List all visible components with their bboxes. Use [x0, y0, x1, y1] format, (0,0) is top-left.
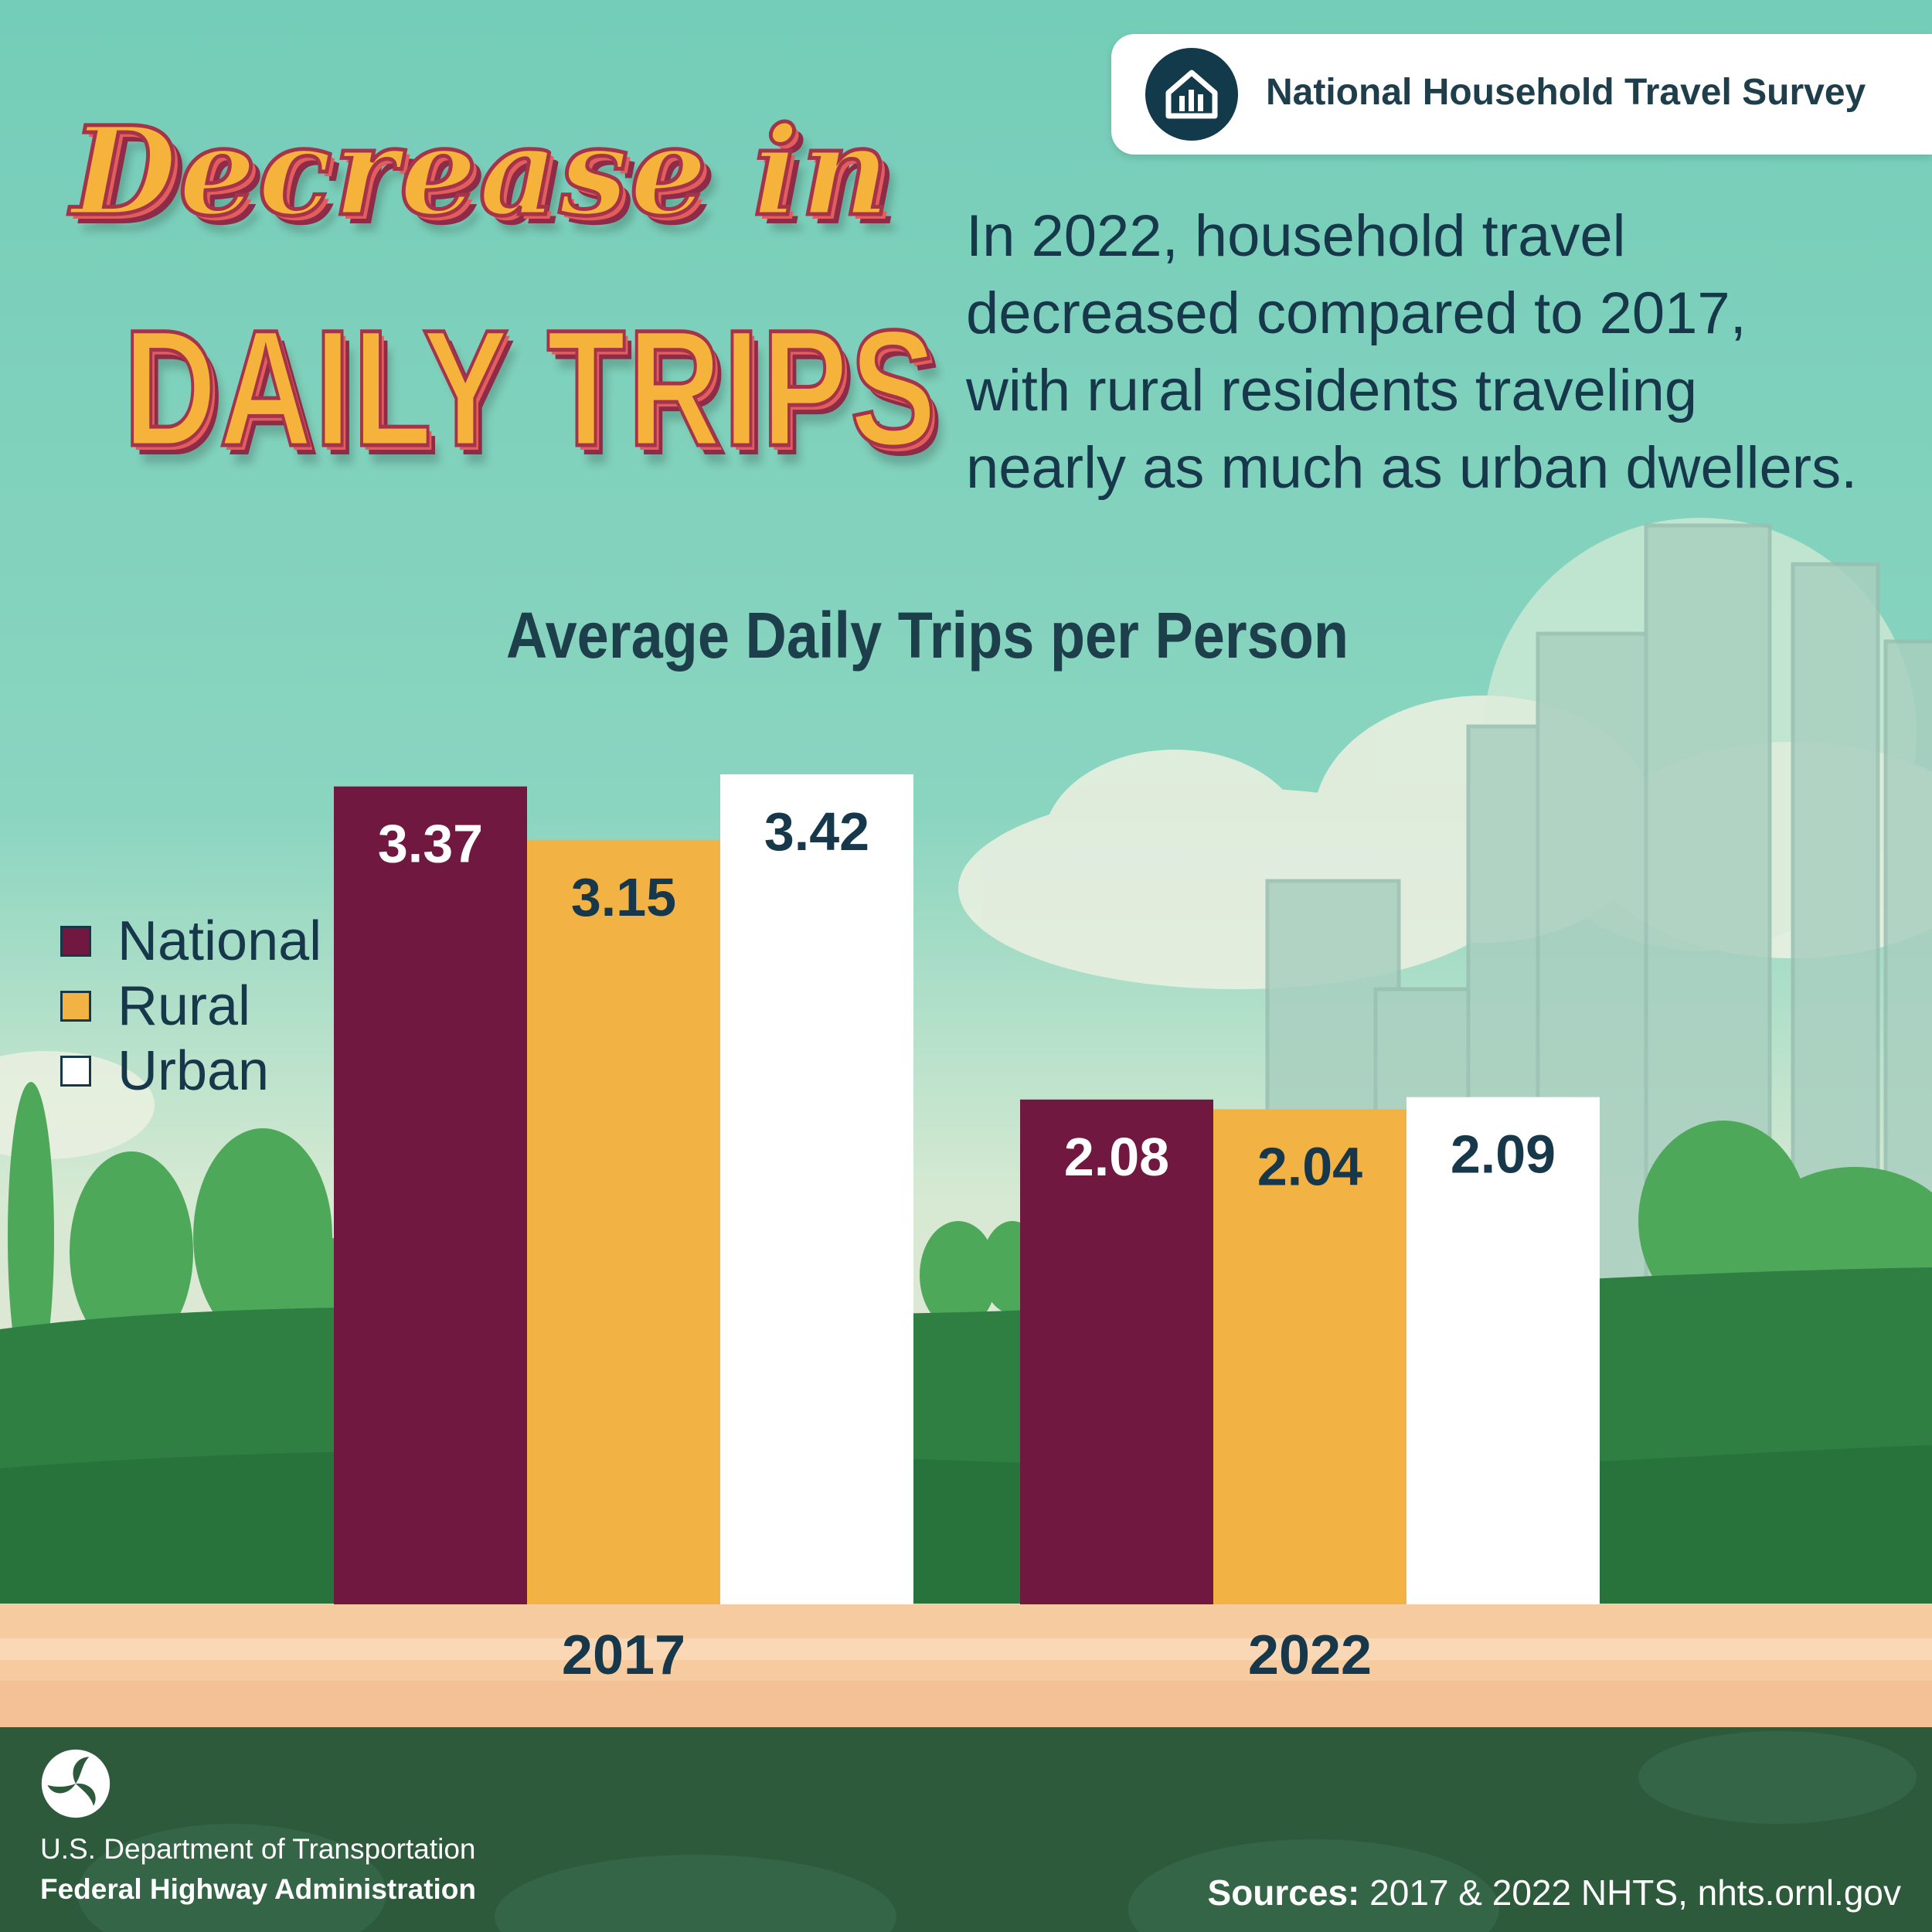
agency-line1: U.S. Department of Transportation	[40, 1833, 476, 1865]
x-tick-label-2022: 2022	[1248, 1624, 1372, 1686]
intro-line: with rural residents traveling	[966, 358, 1698, 423]
bar-national-2017	[334, 786, 527, 1604]
legend-item-urban: Urban	[60, 1039, 321, 1104]
headline-line1: Decrease in	[69, 99, 892, 246]
house-bar-chart-icon	[1145, 48, 1238, 141]
legend-item-national: National	[60, 909, 321, 974]
intro-paragraph: In 2022, household travel decreased comp…	[966, 198, 1917, 507]
bar-urban-2017	[720, 774, 913, 1604]
intro-line: decreased compared to 2017,	[966, 281, 1747, 346]
x-tick-label-2017: 2017	[562, 1624, 685, 1686]
agency-line2: Federal Highway Administration	[40, 1873, 476, 1905]
headline-line2: DAILY TRIPS	[122, 294, 939, 483]
intro-line: In 2022, household travel	[966, 203, 1626, 269]
data-label-national-2022: 2.08	[1064, 1127, 1169, 1187]
chart-title: Average Daily Trips per Person	[505, 599, 1349, 672]
survey-header-pill	[1111, 34, 1932, 155]
data-label-urban-2022: 2.09	[1451, 1124, 1556, 1185]
legend-label-rural: Rural	[117, 975, 251, 1037]
sources-note: Sources: 2017 & 2022 NHTS, nhts.ornl.gov	[1208, 1872, 1901, 1913]
survey-name: National Household Travel Survey	[1266, 72, 1866, 113]
legend-label-national: National	[117, 910, 322, 972]
legend-swatch-rural	[60, 991, 91, 1022]
bar-national-2022	[1020, 1099, 1213, 1604]
data-label-rural-2017: 3.15	[571, 867, 676, 927]
data-label-national-2017: 3.37	[378, 814, 483, 874]
chart-legend: National Rural Urban	[60, 909, 321, 1104]
data-label-rural-2022: 2.04	[1257, 1136, 1362, 1196]
legend-label-urban: Urban	[117, 1040, 270, 1102]
intro-line: nearly as much as urban dwellers.	[966, 435, 1858, 501]
data-label-urban-2017: 3.42	[764, 801, 869, 862]
legend-swatch-urban	[60, 1056, 91, 1087]
bar-rural-2017	[527, 839, 720, 1604]
legend-swatch-national	[60, 926, 91, 957]
dot-triskelion-icon	[41, 1749, 111, 1818]
bar-rural-2022	[1213, 1109, 1406, 1604]
bar-urban-2022	[1406, 1097, 1600, 1604]
sources-text: 2017 & 2022 NHTS, nhts.ornl.gov	[1369, 1872, 1901, 1913]
sources-label: Sources:	[1207, 1872, 1360, 1913]
legend-item-rural: Rural	[60, 974, 321, 1039]
